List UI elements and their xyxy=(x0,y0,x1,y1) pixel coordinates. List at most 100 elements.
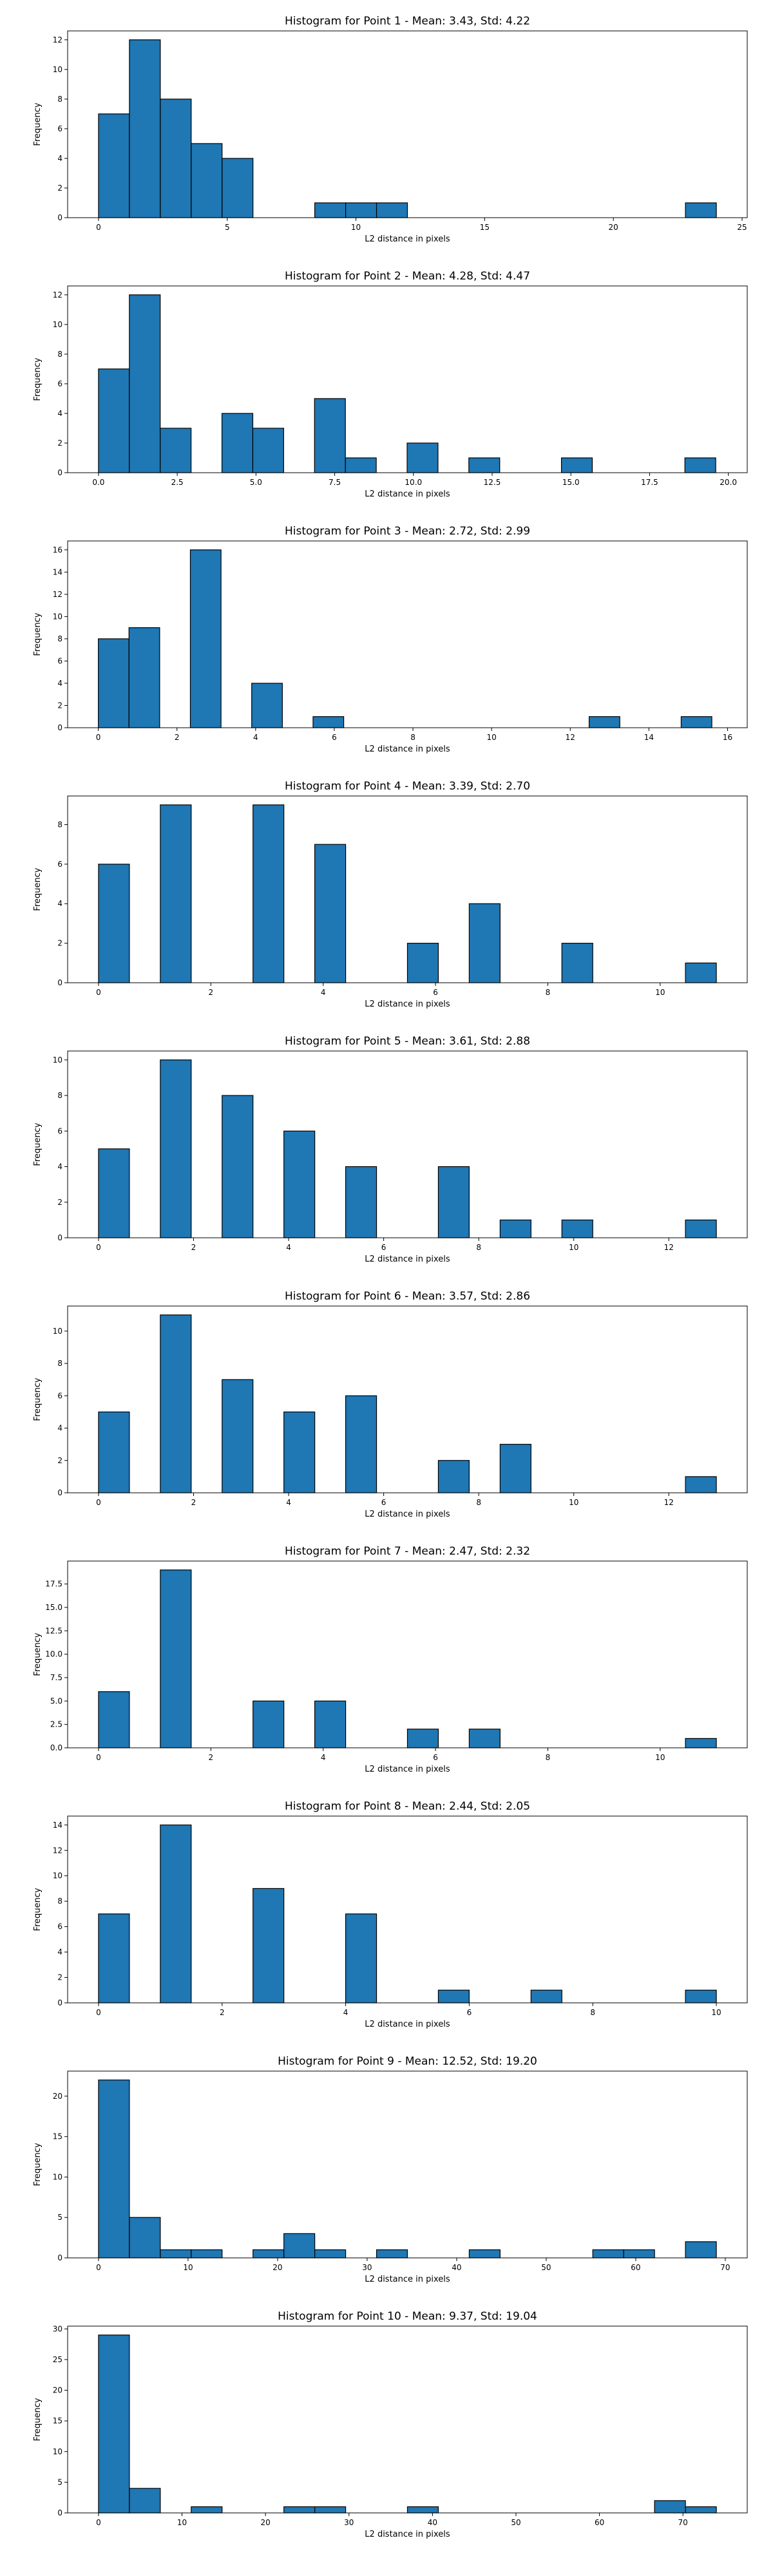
histogram-bar xyxy=(345,1166,377,1238)
x-tick-label: 12.5 xyxy=(484,478,501,487)
x-tick-label: 15.0 xyxy=(562,478,580,487)
y-tick-label: 4 xyxy=(57,409,62,418)
x-tick-label: 10 xyxy=(183,2263,193,2272)
x-tick-label: 12 xyxy=(664,1498,674,1507)
y-tick-label: 6 xyxy=(57,124,62,133)
histogram-bar xyxy=(685,1738,717,1748)
histogram-bar xyxy=(314,398,346,473)
y-tick-label: 10 xyxy=(53,65,62,74)
x-tick-label: 0 xyxy=(96,988,101,997)
y-tick-label: 8 xyxy=(57,820,62,829)
axes-frame xyxy=(67,30,748,218)
histogram-bar xyxy=(283,2506,316,2514)
x-tick-label: 0 xyxy=(96,2263,101,2272)
histogram-bar xyxy=(406,1728,439,1748)
x-tick-label: 10 xyxy=(487,733,497,742)
x-tick-label: 2 xyxy=(191,1243,196,1252)
y-tick-label: 4 xyxy=(57,1424,62,1433)
histogram-bar xyxy=(189,549,222,728)
y-tick-label: 8 xyxy=(57,1091,62,1100)
x-tick-label: 50 xyxy=(511,2518,520,2527)
y-tick-label: 0 xyxy=(57,468,62,477)
histogram-bar xyxy=(191,2249,223,2259)
histogram-bar xyxy=(468,1728,501,1748)
y-tick-label: 14 xyxy=(53,1821,62,1830)
y-tick-label: 10 xyxy=(53,2172,62,2181)
histogram-chart-3: Histogram for Point 3 - Mean: 2.72, Std:… xyxy=(33,525,748,754)
y-tick-label: 0 xyxy=(57,723,62,732)
y-tick-label: 12 xyxy=(53,290,62,299)
y-tick-label: 6 xyxy=(57,1922,62,1931)
x-tick-label: 5.0 xyxy=(250,478,262,487)
histogram-bar xyxy=(376,2249,408,2259)
axes-frame xyxy=(67,1305,748,1493)
histogram-bar xyxy=(685,2506,717,2514)
y-tick-label: 6 xyxy=(57,656,62,665)
histogram-bar xyxy=(191,2506,223,2514)
y-tick-label: 30 xyxy=(53,2324,62,2333)
x-tick-label: 6 xyxy=(381,1243,386,1252)
x-tick-label: 17.5 xyxy=(641,478,658,487)
histogram-bar xyxy=(684,457,716,473)
x-tick-label: 12 xyxy=(566,733,575,742)
histogram-bar xyxy=(499,1444,531,1493)
x-axis-label: L2 distance in pixels xyxy=(365,1765,450,1774)
histogram-bar xyxy=(283,2233,316,2259)
histogram-bar xyxy=(222,158,254,218)
x-tick-label: 6 xyxy=(433,1753,438,1762)
y-tick-label: 2.5 xyxy=(50,1720,62,1729)
x-tick-label: 10 xyxy=(569,1498,578,1507)
y-tick-label: 0 xyxy=(57,1488,62,1497)
axes-frame xyxy=(67,540,748,728)
x-tick-label: 2 xyxy=(209,1753,214,1762)
histogram-bar xyxy=(345,457,377,473)
histogram-bar xyxy=(283,1130,316,1238)
y-tick-label: 0 xyxy=(57,2253,62,2262)
y-tick-label: 10 xyxy=(53,1871,62,1880)
x-tick-label: 40 xyxy=(452,2263,461,2272)
chart-title: Histogram for Point 10 - Mean: 9.37, Std… xyxy=(278,2310,537,2323)
x-tick-label: 20 xyxy=(261,2518,271,2527)
histogram-bar xyxy=(406,442,439,473)
x-tick-label: 0 xyxy=(96,1243,101,1252)
histogram-bar xyxy=(588,716,620,728)
histogram-bar xyxy=(345,1395,377,1493)
histogram-bar xyxy=(98,1411,130,1493)
histogram-bar xyxy=(685,2241,717,2259)
x-axis-label: L2 distance in pixels xyxy=(365,2275,450,2284)
x-tick-label: 8 xyxy=(476,1498,481,1507)
histogram-bar xyxy=(680,716,712,728)
x-tick-label: 0 xyxy=(96,733,101,742)
x-tick-label: 15 xyxy=(480,223,490,232)
histogram-bar xyxy=(314,1700,347,1748)
histogram-bar xyxy=(685,202,717,218)
axes-frame xyxy=(67,2325,748,2514)
x-tick-label: 4 xyxy=(321,1753,326,1762)
x-axis-label: L2 distance in pixels xyxy=(365,2530,450,2539)
histogram-bar xyxy=(222,1095,254,1238)
y-tick-label: 2 xyxy=(57,701,62,710)
histogram-bar xyxy=(128,627,160,728)
y-tick-label: 15 xyxy=(53,2132,62,2141)
y-tick-label: 10 xyxy=(53,1056,62,1065)
x-tick-label: 0 xyxy=(96,2518,101,2527)
y-tick-label: 4 xyxy=(57,1947,62,1956)
y-tick-label: 2 xyxy=(57,1198,62,1207)
x-tick-label: 12 xyxy=(664,1243,674,1252)
histogram-chart-6: Histogram for Point 6 - Mean: 3.57, Std:… xyxy=(33,1290,748,1519)
x-tick-label: 8 xyxy=(410,733,415,742)
x-tick-label: 20 xyxy=(609,223,618,232)
histogram-bar xyxy=(160,2249,192,2259)
y-tick-label: 10 xyxy=(53,612,62,621)
histogram-bar xyxy=(468,457,501,473)
histogram-chart-5: Histogram for Point 5 - Mean: 3.61, Std:… xyxy=(33,1035,748,1264)
y-tick-label: 2 xyxy=(57,1973,62,1982)
histogram-bar xyxy=(98,1691,130,1748)
y-tick-label: 5.0 xyxy=(50,1696,62,1705)
x-tick-label: 8 xyxy=(476,1243,481,1252)
y-tick-label: 2 xyxy=(57,939,62,948)
y-tick-label: 0 xyxy=(57,2508,62,2517)
x-tick-label: 4 xyxy=(321,988,326,997)
y-tick-label: 8 xyxy=(57,1359,62,1368)
